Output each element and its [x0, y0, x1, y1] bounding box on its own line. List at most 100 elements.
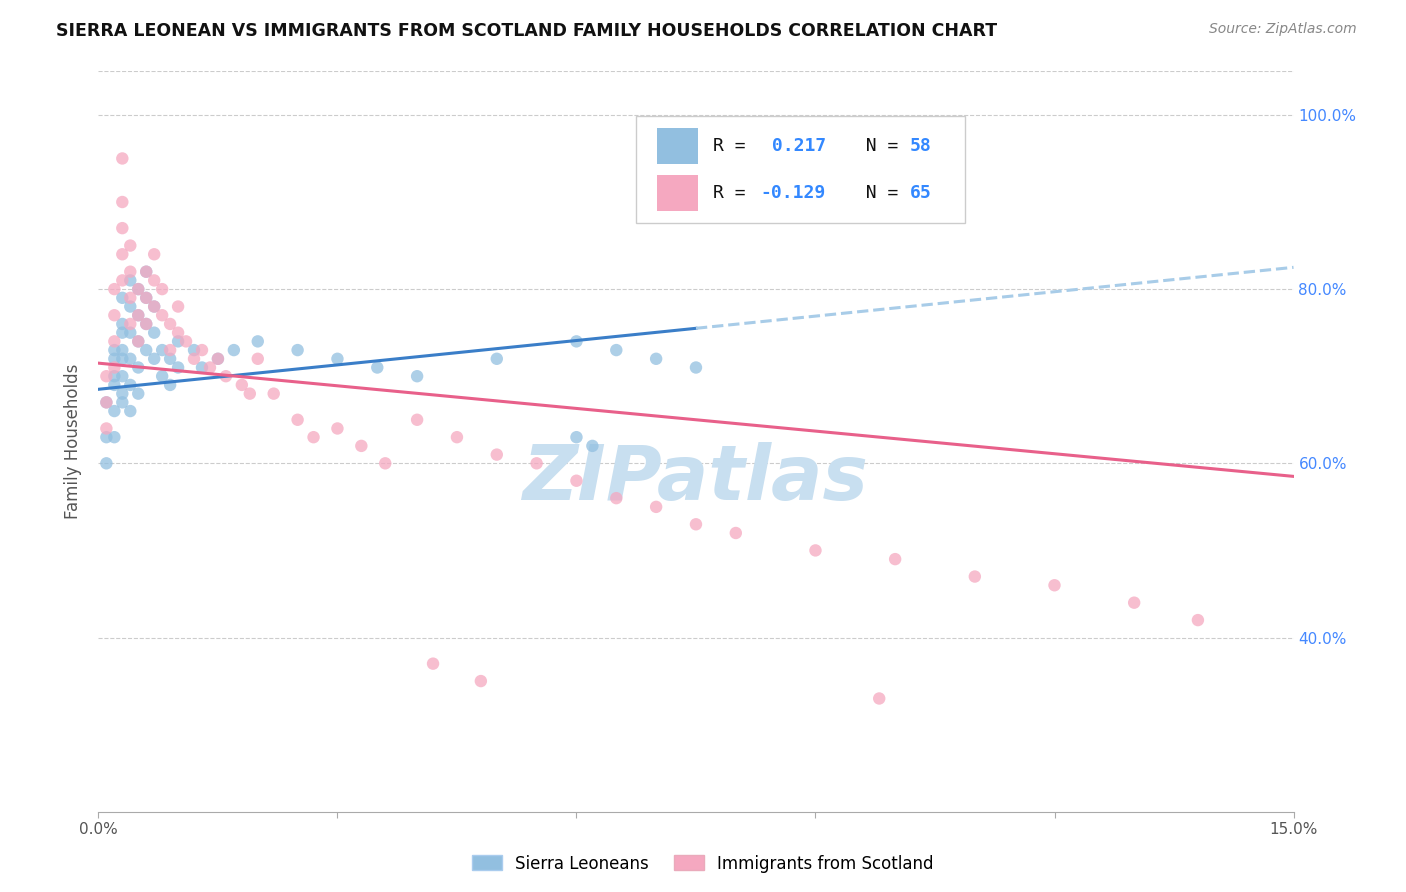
- Point: [120, 291, 142, 305]
- Point: [804, 543, 827, 558]
- Point: [406, 369, 429, 384]
- Point: [135, 317, 157, 331]
- Point: [111, 273, 134, 287]
- Point: [207, 351, 229, 366]
- Point: [485, 448, 508, 462]
- Point: [120, 404, 142, 418]
- Point: [96, 395, 118, 409]
- Point: [103, 430, 125, 444]
- Point: [645, 500, 668, 514]
- Point: [605, 491, 627, 505]
- Point: [111, 326, 134, 340]
- Point: [167, 326, 190, 340]
- Point: [96, 421, 118, 435]
- Point: [103, 360, 125, 375]
- Point: [350, 439, 373, 453]
- Point: [159, 317, 181, 331]
- Point: [150, 343, 173, 357]
- Point: [111, 343, 134, 357]
- Point: [207, 351, 229, 366]
- Point: [135, 291, 157, 305]
- Point: [422, 657, 444, 671]
- Point: [565, 334, 588, 349]
- Text: -0.129: -0.129: [761, 184, 825, 202]
- Point: [470, 674, 492, 689]
- Point: [111, 247, 134, 261]
- Point: [1123, 596, 1146, 610]
- FancyBboxPatch shape: [637, 116, 965, 223]
- Point: [605, 343, 627, 357]
- Point: [246, 334, 269, 349]
- Point: [326, 421, 349, 435]
- Point: [120, 273, 142, 287]
- Text: Source: ZipAtlas.com: Source: ZipAtlas.com: [1209, 22, 1357, 37]
- Bar: [657, 175, 699, 211]
- Point: [1187, 613, 1209, 627]
- Point: [120, 300, 142, 314]
- Point: [246, 351, 269, 366]
- Point: [198, 360, 221, 375]
- Point: [191, 360, 214, 375]
- Point: [159, 351, 181, 366]
- Text: N =: N =: [844, 184, 910, 202]
- Point: [366, 360, 388, 375]
- Point: [103, 308, 125, 322]
- Point: [167, 360, 190, 375]
- Point: [191, 343, 214, 357]
- Point: [581, 439, 603, 453]
- Point: [111, 317, 134, 331]
- Point: [103, 378, 125, 392]
- Point: [406, 413, 429, 427]
- Point: [127, 334, 149, 349]
- Y-axis label: Family Households: Family Households: [65, 364, 83, 519]
- Point: [685, 517, 707, 532]
- Point: [724, 526, 747, 541]
- Point: [150, 369, 173, 384]
- Point: [103, 343, 125, 357]
- Point: [120, 265, 142, 279]
- Point: [120, 351, 142, 366]
- Point: [127, 386, 149, 401]
- Point: [231, 378, 253, 392]
- Point: [103, 282, 125, 296]
- Text: 58: 58: [910, 137, 932, 155]
- Text: 65: 65: [910, 184, 932, 202]
- Point: [111, 291, 134, 305]
- Point: [135, 265, 157, 279]
- Point: [485, 351, 508, 366]
- Point: [326, 351, 349, 366]
- Point: [884, 552, 907, 566]
- Point: [96, 369, 118, 384]
- Point: [685, 360, 707, 375]
- Text: N =: N =: [844, 137, 910, 155]
- Point: [159, 378, 181, 392]
- Point: [127, 308, 149, 322]
- Point: [143, 326, 166, 340]
- Point: [135, 343, 157, 357]
- Point: [446, 430, 468, 444]
- Point: [174, 334, 197, 349]
- Point: [167, 300, 190, 314]
- Point: [127, 360, 149, 375]
- Point: [127, 282, 149, 296]
- Point: [222, 343, 245, 357]
- Point: [565, 474, 588, 488]
- Point: [143, 351, 166, 366]
- Point: [963, 569, 986, 583]
- Point: [120, 317, 142, 331]
- Point: [111, 152, 134, 166]
- Point: [263, 386, 285, 401]
- Point: [96, 430, 118, 444]
- Point: [868, 691, 890, 706]
- Point: [135, 291, 157, 305]
- Text: R =: R =: [713, 137, 756, 155]
- Point: [159, 343, 181, 357]
- Point: [103, 369, 125, 384]
- Point: [215, 369, 238, 384]
- Point: [565, 430, 588, 444]
- Text: ZIPatlas: ZIPatlas: [523, 442, 869, 516]
- Point: [150, 282, 173, 296]
- Point: [120, 378, 142, 392]
- Point: [111, 221, 134, 235]
- Point: [96, 395, 118, 409]
